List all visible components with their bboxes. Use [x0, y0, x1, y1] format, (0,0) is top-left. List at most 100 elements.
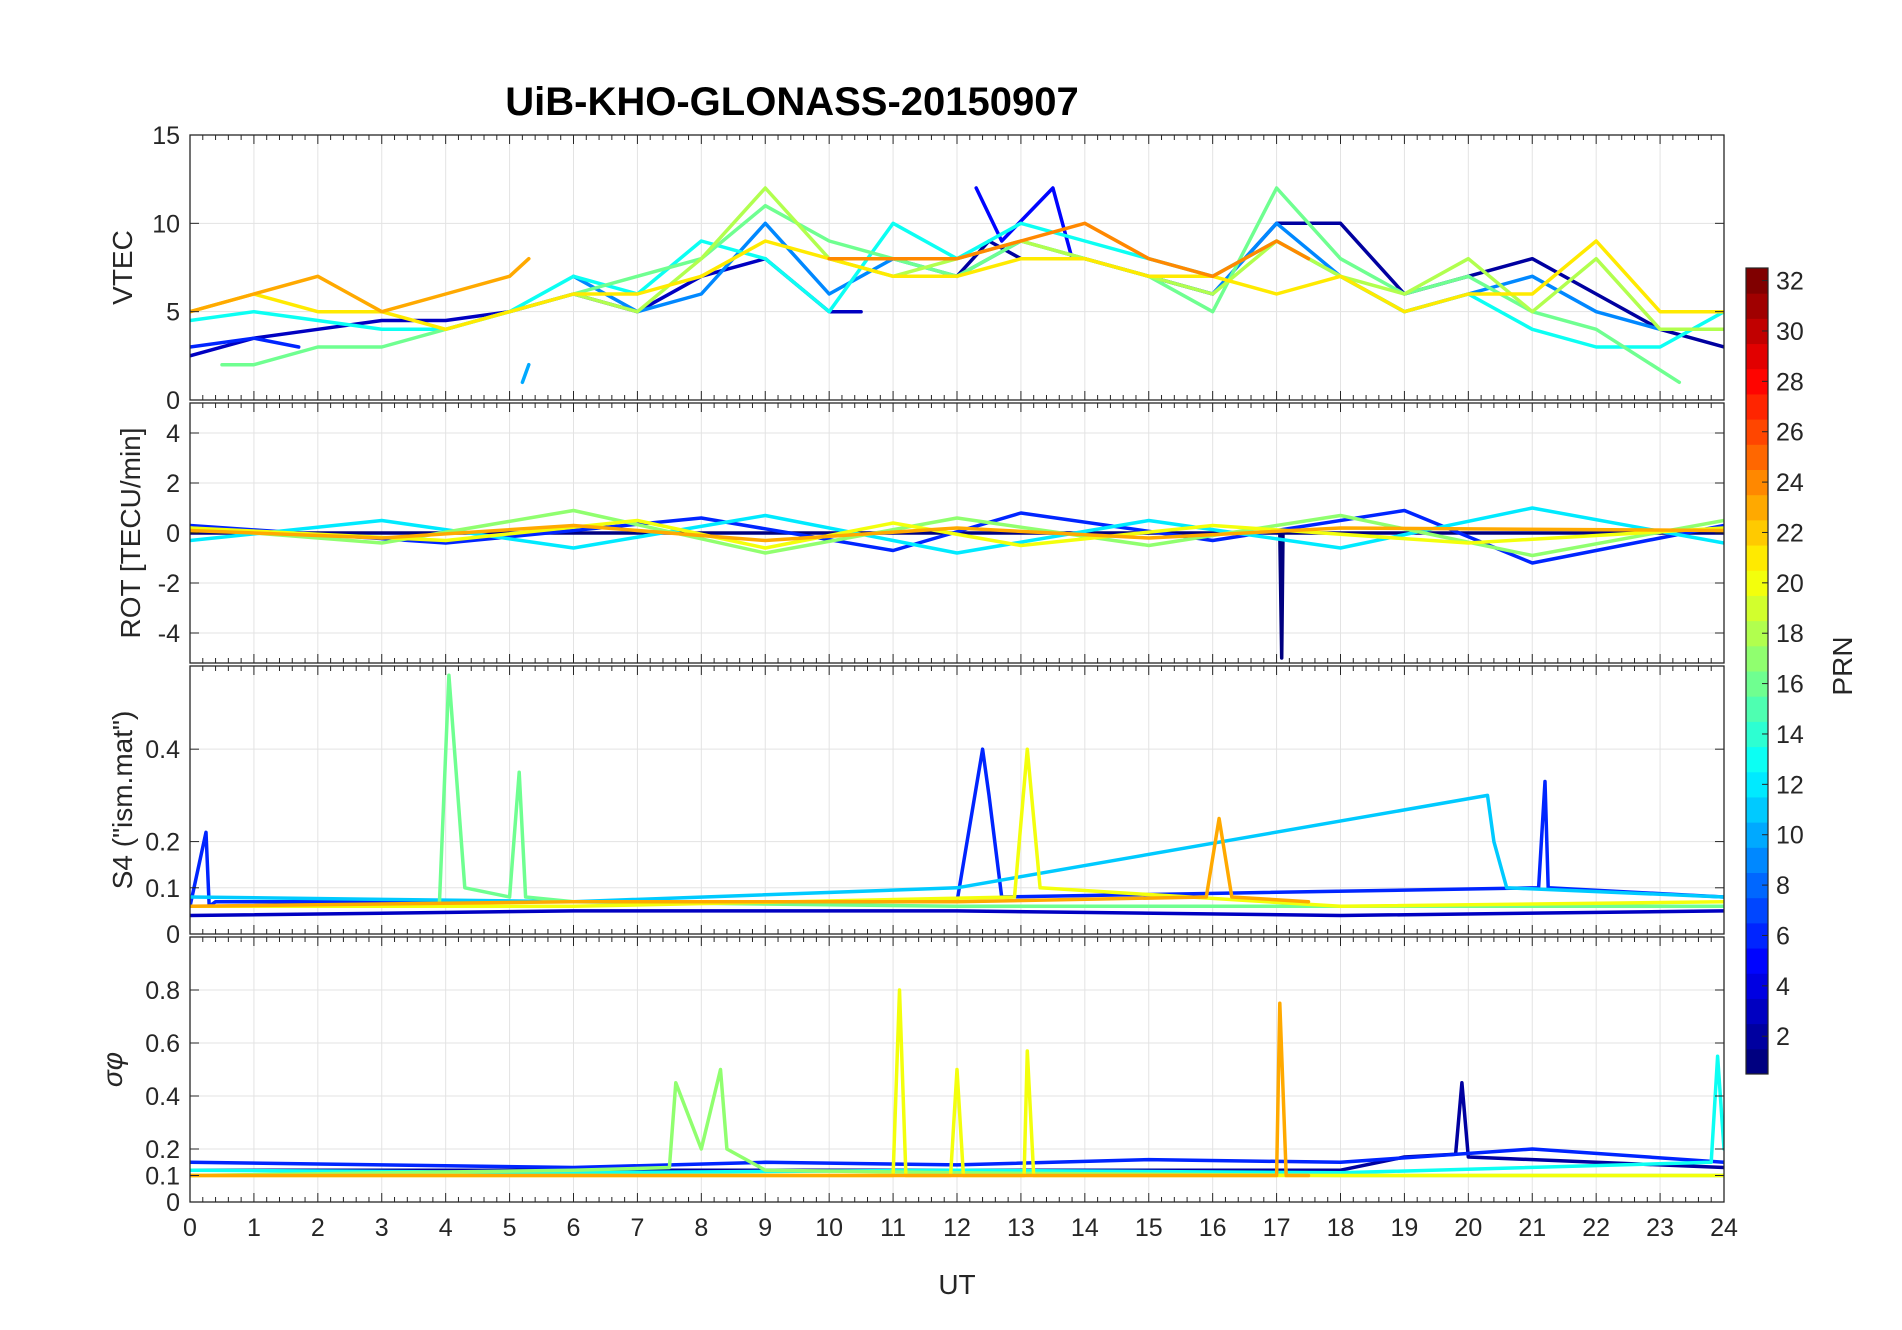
- x-tick-label: 5: [503, 1214, 517, 1242]
- colorbar-band: [1746, 922, 1768, 949]
- x-tick-label: 16: [1199, 1214, 1227, 1242]
- series-line-prn-10: [520, 362, 531, 385]
- series-line-prn-12: [190, 506, 1724, 555]
- x-tick-label: 13: [1007, 1214, 1035, 1242]
- y-tick-label: 0: [166, 520, 180, 548]
- series-line-prn-20: [190, 747, 1724, 909]
- colorbar-band: [1746, 343, 1768, 370]
- y-tick-label: 15: [152, 122, 180, 150]
- y-tick-label: 4: [166, 420, 180, 448]
- series-line-prn-3: [190, 909, 1724, 918]
- series-line-prn-23: [190, 816, 1311, 909]
- x-tick-label: 3: [375, 1214, 389, 1242]
- colorbar-tick-label: 18: [1776, 620, 1804, 648]
- colorbar-band: [1746, 998, 1768, 1025]
- series-line-prn-23: [190, 1001, 1311, 1178]
- x-tick-label: 7: [630, 1214, 644, 1242]
- colorbar-band: [1746, 847, 1768, 873]
- y-tick-label: 10: [152, 210, 180, 238]
- y-tick-label: 2: [166, 470, 180, 498]
- series-line-prn-6: [190, 1147, 1724, 1170]
- x-tick-label: 14: [1071, 1214, 1099, 1242]
- series-line-prn-23: [190, 256, 531, 314]
- series-line-prn-5: [974, 186, 1074, 261]
- colorbar-tick-label: 14: [1776, 721, 1804, 749]
- colorbar-tick-label: 26: [1776, 419, 1804, 447]
- colorbar-band: [1746, 948, 1768, 974]
- series-line-prn-6: [190, 336, 301, 349]
- colorbar-label: PRN: [1827, 636, 1858, 695]
- x-tick-label: 8: [694, 1214, 708, 1242]
- colorbar-tick-label: 16: [1776, 671, 1804, 699]
- x-tick-label: 20: [1454, 1214, 1482, 1242]
- colorbar-tick-label: 28: [1776, 368, 1804, 396]
- colorbar-band: [1746, 671, 1768, 697]
- colorbar-tick-label: 2: [1776, 1023, 1790, 1051]
- colorbar-band: [1746, 872, 1768, 899]
- x-tick-label: 11: [880, 1214, 906, 1242]
- series-line-prn-6: [190, 747, 1724, 909]
- x-tick-label: 1: [247, 1214, 261, 1242]
- x-tick-label: 15: [1135, 1214, 1163, 1242]
- colorbar-tick-label: 24: [1776, 469, 1804, 497]
- colorbar-band: [1746, 545, 1768, 571]
- colorbar-band: [1746, 368, 1768, 395]
- colorbar-band: [1746, 721, 1768, 748]
- colorbar-band: [1746, 696, 1768, 722]
- y-tick-label: 0.2: [145, 829, 180, 857]
- x-tick-label: 4: [439, 1214, 453, 1242]
- colorbar-frame: [1745, 267, 1769, 1075]
- colorbar-tick-label: 8: [1776, 872, 1790, 900]
- series-group: [190, 988, 1724, 1178]
- x-tick-label: 24: [1710, 1214, 1738, 1242]
- colorbar-tick-label: 12: [1776, 771, 1804, 799]
- colorbar-band: [1746, 293, 1768, 319]
- colorbar-band: [1746, 519, 1768, 546]
- panel-s4: 0 0.1 0.2 0.4S4 ("ism.mat"): [107, 665, 1725, 949]
- x-tick-label: 6: [567, 1214, 581, 1242]
- series-line-prn-16: [190, 673, 1724, 909]
- colorbar-band: [1746, 771, 1768, 798]
- colorbar-tick-label: 10: [1776, 822, 1804, 850]
- series-line-prn-17: [190, 1067, 1724, 1178]
- colorbar-tick-label: 6: [1776, 922, 1790, 950]
- x-tick-label: 22: [1582, 1214, 1610, 1242]
- panel-vtec: 0 5 10 15 VTEC: [107, 122, 1725, 415]
- colorbar-band: [1746, 796, 1768, 823]
- x-tick-label: 9: [758, 1214, 772, 1242]
- x-tick-label: 17: [1263, 1214, 1291, 1242]
- x-tick-label: 18: [1327, 1214, 1355, 1242]
- colorbar-band: [1746, 746, 1768, 773]
- colorbar-tick-label: 22: [1776, 519, 1804, 547]
- y-tick-label: 0.6: [145, 1030, 180, 1058]
- y-tick-label: 0.1: [145, 1163, 180, 1191]
- y-tick-label: 5: [166, 299, 180, 327]
- colorbar-band: [1746, 444, 1768, 470]
- x-tick-label: 0: [183, 1214, 197, 1242]
- colorbar-band: [1746, 469, 1768, 496]
- y-tick-label: 0.2: [145, 1136, 180, 1164]
- colorbar-band: [1746, 620, 1768, 647]
- colorbar-band: [1746, 268, 1768, 294]
- colorbar-band: [1746, 419, 1768, 445]
- colorbar-band: [1746, 822, 1768, 848]
- y-tick-label: 0.1: [145, 875, 180, 903]
- series-line-prn-24: [827, 221, 1311, 279]
- colorbar-band: [1746, 494, 1768, 521]
- x-tick-label: 21: [1518, 1214, 1546, 1242]
- x-tick-label: 2: [311, 1214, 325, 1242]
- y-tick-label: -2: [158, 570, 180, 598]
- series-group: [190, 673, 1724, 918]
- y-tick-label: 0: [166, 1189, 180, 1217]
- y-tick-label: 0: [166, 921, 180, 949]
- series-line-prn-2: [190, 1081, 1724, 1172]
- x-tick-label: 12: [943, 1214, 971, 1242]
- y-axis-label: ROT [TECU/min]: [115, 427, 146, 638]
- y-tick-label: -4: [158, 620, 180, 648]
- colorbar-band: [1746, 897, 1768, 924]
- colorbar-tick-label: 30: [1776, 318, 1804, 346]
- colorbar-tick-label: 4: [1776, 973, 1790, 1001]
